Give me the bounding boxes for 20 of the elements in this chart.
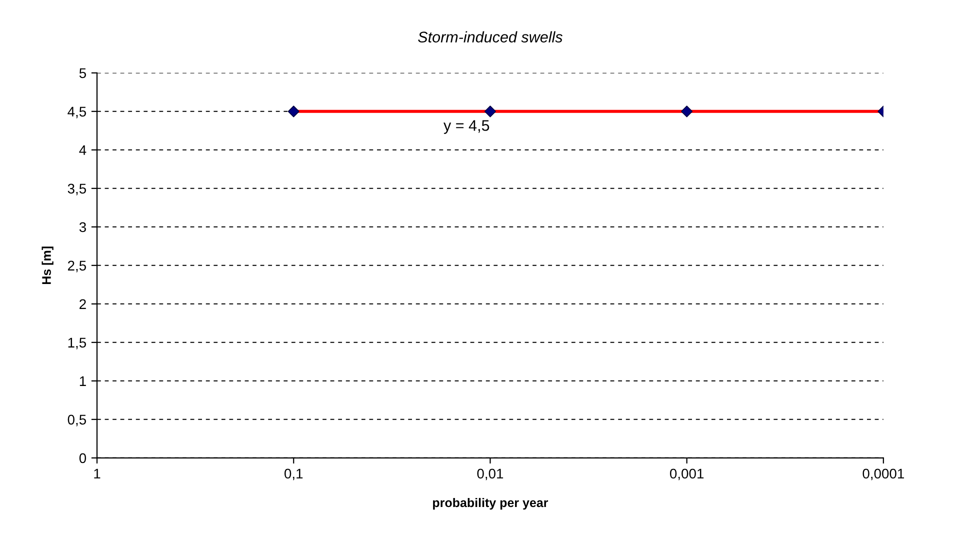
x-axis-title: probability per year [433, 498, 548, 510]
y-tick-label: 4,5 [68, 106, 86, 118]
x-tick-label: 0,001 [670, 468, 704, 480]
y-tick-label: 0,5 [68, 414, 86, 426]
y-tick-label: 1,5 [68, 338, 86, 350]
y-tick-label: 0 [79, 453, 86, 464]
chart-title: Storm-induced swells [418, 31, 562, 42]
annotation: y = 4,5 [444, 120, 490, 134]
y-tick-label: 2,5 [68, 260, 86, 272]
y-tick-label: 3 [79, 222, 86, 232]
y-tick-label: 4 [79, 145, 86, 155]
y-tick-label: 5 [79, 68, 86, 78]
x-tick-label: 1 [94, 468, 100, 478]
y-axis-title: Hs [m] [42, 246, 54, 284]
y-tick-label: 2 [80, 299, 86, 309]
x-tick-label: 0,1 [284, 468, 303, 480]
x-tick-label: 0,0001 [862, 468, 904, 480]
y-tick-label: 1 [80, 376, 86, 386]
y-tick-label: 3,5 [68, 184, 86, 196]
x-tick-label: 0,01 [477, 468, 504, 480]
